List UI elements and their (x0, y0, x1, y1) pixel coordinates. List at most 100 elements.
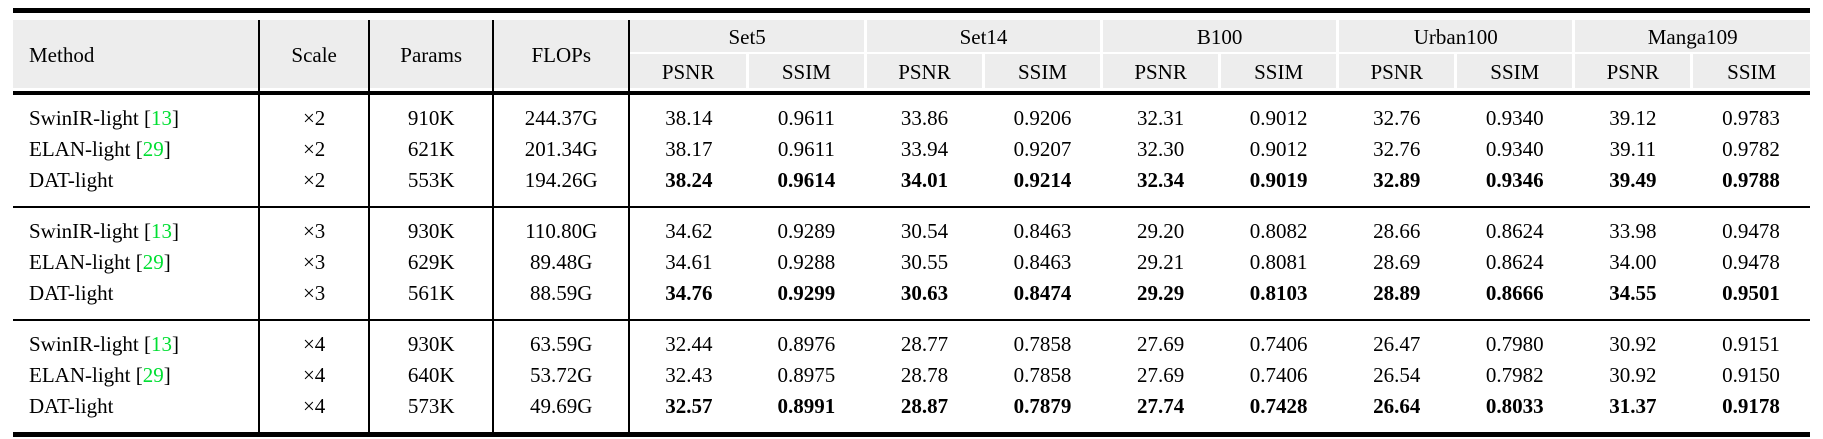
citation-bracket-open: [ (138, 219, 151, 243)
set14-psnr: 28.78 (900, 363, 949, 387)
scale-cell: ×3 (259, 278, 371, 320)
flops-cell: 89.48G (493, 247, 631, 278)
method-name: SwinIR-light (29, 332, 139, 356)
manga109-psnr: 39.49 (1609, 168, 1657, 192)
scale-cell: ×3 (259, 207, 371, 247)
citation-number[interactable]: 29 (142, 363, 164, 387)
set14-ssim: 0.9206 (1013, 106, 1072, 130)
citation-number[interactable]: 29 (142, 137, 164, 161)
table-row-swinir-x2: SwinIR-light [13] ×2 910K 244.37G 38.14 … (13, 93, 1810, 134)
set5-ssim: 0.9288 (777, 250, 836, 274)
flops-cell: 201.34G (493, 134, 631, 165)
table-header: Method Scale Params FLOPs Set5 Set14 B10… (13, 20, 1810, 93)
set5-ssim: 0.9611 (777, 106, 835, 130)
flops-cell: 110.80G (493, 207, 631, 247)
column-header-method: Method (13, 20, 261, 93)
flops-cell: 88.59G (493, 278, 631, 320)
set14-psnr: 28.87 (900, 394, 949, 418)
manga109-ssim: 0.9783 (1722, 106, 1780, 130)
urban100-psnr: 28.69 (1373, 250, 1421, 274)
b100-psnr: 27.69 (1136, 363, 1185, 387)
citation-bracket-open: [ (138, 106, 151, 130)
table-row-elan-x2: ELAN-light [29] ×2 621K 201.34G 38.17 0.… (13, 134, 1810, 165)
urban100-psnr: 32.76 (1373, 106, 1421, 130)
metric-header-set14-ssim: SSIM (983, 54, 1104, 93)
set14-ssim: 0.9214 (1013, 168, 1072, 192)
citation-number[interactable]: 13 (150, 106, 172, 130)
scale-cell: ×2 (259, 134, 371, 165)
params-cell: 910K (369, 93, 495, 134)
b100-psnr: 32.34 (1136, 168, 1185, 192)
b100-psnr: 32.30 (1136, 137, 1185, 161)
citation-number[interactable]: 13 (150, 332, 172, 356)
citation-bracket-close: ] (171, 332, 179, 356)
citation-bracket-open: [ (130, 137, 143, 161)
dataset-header-b100: B100 (1101, 20, 1340, 54)
urban100-ssim: 0.8624 (1485, 219, 1544, 243)
method-cell: ELAN-light [29] (13, 247, 261, 278)
set5-psnr: 32.44 (665, 332, 713, 356)
manga109-psnr: 30.92 (1609, 332, 1657, 356)
citation-number[interactable]: 13 (150, 219, 172, 243)
b100-ssim: 0.9019 (1249, 168, 1308, 192)
flops-cell: 53.72G (493, 360, 631, 391)
params-cell: 629K (369, 247, 495, 278)
params-cell: 553K (369, 165, 495, 207)
b100-ssim: 0.7406 (1249, 332, 1308, 356)
method-cell: DAT-light (13, 278, 261, 320)
manga109-ssim: 0.9178 (1722, 394, 1780, 418)
citation-number[interactable]: 29 (142, 250, 164, 274)
method-cell: SwinIR-light [13] (13, 207, 261, 247)
params-cell: 640K (369, 360, 495, 391)
urban100-ssim: 0.7982 (1485, 363, 1544, 387)
citation-bracket-open: [ (130, 363, 143, 387)
citation-bracket-open: [ (130, 250, 143, 274)
urban100-ssim: 0.9340 (1485, 137, 1544, 161)
scale-x2-group: SwinIR-light [13] ×2 910K 244.37G 38.14 … (13, 93, 1810, 207)
metric-header-set5-psnr: PSNR (629, 54, 749, 93)
method-cell: ELAN-light [29] (13, 134, 261, 165)
table-row-dat-x4: DAT-light ×4 573K 49.69G 32.57 0.8991 28… (13, 391, 1810, 435)
manga109-psnr: 39.12 (1609, 106, 1657, 130)
params-cell: 930K (369, 207, 495, 247)
set5-ssim: 0.8991 (777, 394, 836, 418)
manga109-ssim: 0.9782 (1722, 137, 1780, 161)
manga109-ssim: 0.9478 (1722, 250, 1780, 274)
flops-cell: 49.69G (493, 391, 631, 435)
set5-ssim: 0.8975 (777, 363, 836, 387)
metric-header-manga109-psnr: PSNR (1573, 54, 1694, 93)
urban100-psnr: 32.89 (1373, 168, 1421, 192)
manga109-ssim: 0.9478 (1722, 219, 1780, 243)
metric-header-b100-psnr: PSNR (1101, 54, 1222, 93)
manga109-ssim: 0.9150 (1722, 363, 1780, 387)
citation-bracket-close: ] (171, 106, 179, 130)
method-name: DAT-light (29, 281, 114, 305)
flops-cell: 63.59G (493, 320, 631, 360)
set14-ssim: 0.8463 (1013, 219, 1072, 243)
table-row-elan-x3: ELAN-light [29] ×3 629K 89.48G 34.61 0.9… (13, 247, 1810, 278)
b100-ssim: 0.8103 (1249, 281, 1308, 305)
table-row-swinir-x4: SwinIR-light [13] ×4 930K 63.59G 32.44 0… (13, 320, 1810, 360)
results-table-container: Method Scale Params FLOPs Set5 Set14 B10… (13, 8, 1810, 437)
table-row-dat-x2: DAT-light ×2 553K 194.26G 38.24 0.9614 3… (13, 165, 1810, 207)
manga109-psnr: 34.00 (1609, 250, 1657, 274)
scale-cell: ×4 (259, 360, 371, 391)
citation-bracket-close: ] (171, 219, 179, 243)
b100-psnr: 29.21 (1136, 250, 1185, 274)
table-row-dat-x3: DAT-light ×3 561K 88.59G 34.76 0.9299 30… (13, 278, 1810, 320)
b100-psnr: 32.31 (1136, 106, 1185, 130)
urban100-ssim: 0.7980 (1485, 332, 1544, 356)
set5-psnr: 38.17 (665, 137, 713, 161)
method-cell: SwinIR-light [13] (13, 320, 261, 360)
metric-header-b100-ssim: SSIM (1219, 54, 1340, 93)
urban100-psnr: 32.76 (1373, 137, 1421, 161)
citation-bracket-close: ] (163, 137, 171, 161)
set14-ssim: 0.8474 (1013, 281, 1072, 305)
manga109-psnr: 33.98 (1609, 219, 1657, 243)
set5-psnr: 38.14 (665, 106, 713, 130)
b100-psnr: 29.20 (1136, 219, 1185, 243)
metric-header-urban100-ssim: SSIM (1455, 54, 1576, 93)
manga109-psnr: 34.55 (1609, 281, 1657, 305)
set14-psnr: 30.63 (900, 281, 949, 305)
header-metric-row: PSNR SSIM PSNR SSIM PSNR SSIM PSNR SSIM … (13, 54, 1810, 93)
